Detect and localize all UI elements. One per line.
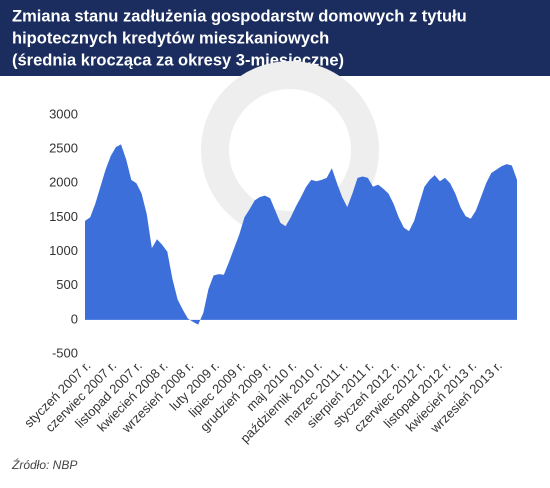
y-tick-label: 3000 <box>49 106 78 121</box>
y-tick-label: 0 <box>71 311 78 326</box>
y-tick-label: 2000 <box>49 175 78 190</box>
source: Źródło: NBP <box>11 457 77 472</box>
chart-title: (średnia krocząca za okresy 3-miesięczne… <box>12 51 344 69</box>
area <box>85 144 517 325</box>
y-tick-label: 500 <box>56 277 78 292</box>
y-tick-label: 1000 <box>49 243 78 258</box>
y-tick-label: -500 <box>52 345 78 360</box>
chart-title: hipotecznych kredytów mieszkaniowych <box>12 29 329 47</box>
y-tick-label: 2500 <box>49 141 78 156</box>
y-tick-label: 1500 <box>49 209 78 224</box>
chart-title: Zmiana stanu zadłużenia gospodarstw domo… <box>12 7 467 25</box>
